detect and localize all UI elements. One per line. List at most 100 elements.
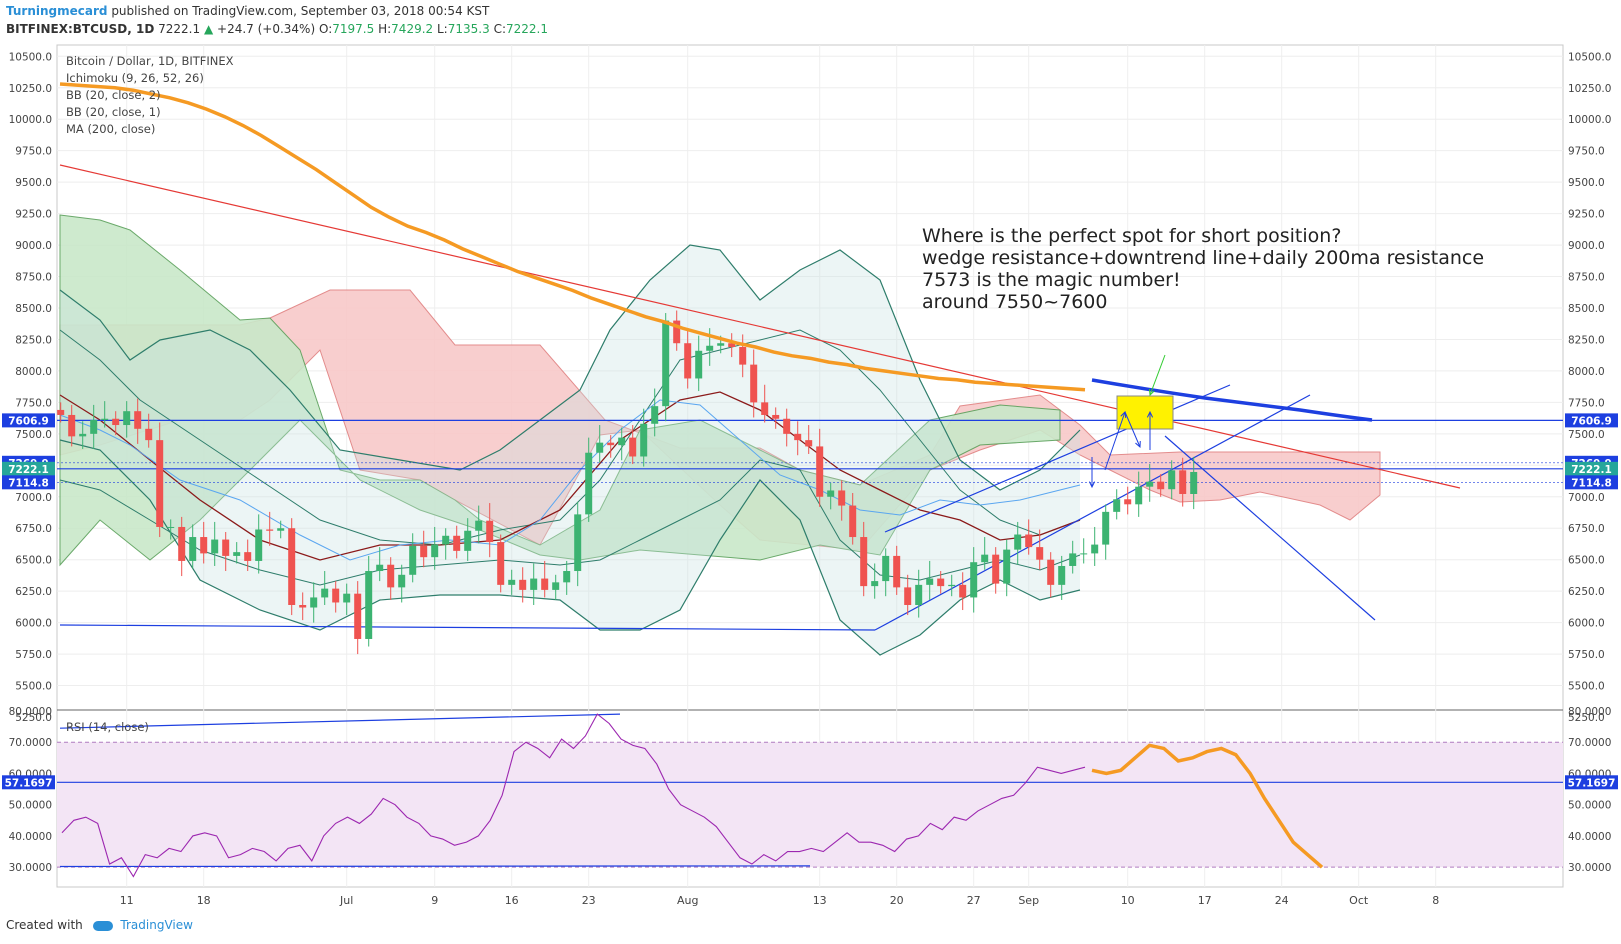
candle-body	[1025, 534, 1033, 548]
rsi-trend-line	[59, 713, 621, 729]
candle-body	[90, 419, 98, 434]
legend-item: Ichimoku (9, 26, 52, 26)	[66, 71, 204, 85]
rsi-band	[57, 742, 1563, 868]
up-arrow-icon: ▲	[203, 22, 214, 36]
y-tick-right: 6750.0	[1568, 523, 1605, 535]
y-tick-right: 6000.0	[1568, 618, 1605, 630]
x-tick: Oct	[1349, 894, 1369, 907]
candle-body	[695, 350, 703, 379]
candle-body	[486, 520, 494, 543]
green-arrow-head	[1148, 388, 1155, 397]
price-label-left-bg	[2, 475, 55, 490]
publish-info: published on TradingView.com, September …	[111, 4, 490, 18]
candle-body	[618, 437, 626, 446]
rsi-title: RSI (14, close)	[66, 720, 149, 734]
candle-body	[409, 545, 417, 575]
annotation-line: wedge resistance+downtrend line+daily 20…	[922, 247, 1484, 269]
candle-body	[1113, 499, 1121, 512]
low-label: L:	[437, 22, 448, 36]
candle-body	[68, 414, 76, 437]
candle-body	[1135, 486, 1143, 505]
rsi-tick-right: 70.0000	[1568, 737, 1611, 749]
candle-body	[673, 320, 681, 344]
candle-body	[1168, 470, 1176, 490]
rsi-label-left-bg	[2, 775, 55, 790]
y-tick-left: 8250.0	[15, 334, 52, 346]
candle-body	[552, 582, 560, 590]
candle-body	[222, 539, 230, 556]
candle-body	[1058, 565, 1066, 585]
candle-body	[530, 578, 538, 590]
bb-upper-2	[59, 244, 1081, 491]
price-label-left: 7222.1	[8, 464, 49, 476]
candle-body	[739, 347, 747, 365]
candle-body	[1146, 481, 1154, 487]
y-tick-left: 8750.0	[15, 272, 52, 284]
y-tick-right: 9250.0	[1568, 209, 1605, 221]
y-tick-right: 5500.0	[1568, 681, 1605, 693]
candle-body	[1047, 559, 1055, 585]
blue-arrow-up-1	[1104, 411, 1126, 471]
candle-body	[178, 526, 186, 561]
rsi-panel	[57, 713, 1563, 878]
candle-body	[574, 514, 582, 572]
y-tick-left: 6000.0	[15, 618, 52, 630]
candle-body	[629, 437, 637, 457]
blue-arrow-down-1-head	[1135, 440, 1141, 449]
candle-body	[343, 593, 351, 603]
candle-body	[101, 418, 109, 420]
y-tick-right: 8500.0	[1568, 303, 1605, 315]
y-tick-right: 10250.0	[1568, 83, 1611, 95]
y-tick-left: 7000.0	[15, 492, 52, 504]
author-link[interactable]: Turningmecard	[6, 4, 108, 18]
x-tick: 23	[582, 894, 596, 907]
price-change: +24.7 (+0.34%)	[217, 22, 316, 36]
price-label-right-bg	[1565, 461, 1618, 476]
rsi-tick-right: 50.0000	[1568, 800, 1611, 812]
ichimoku-cloud	[59, 214, 1381, 567]
legend-item: BB (20, close, 1)	[66, 105, 161, 119]
rsi-line	[61, 713, 1086, 878]
y-tick-left: 6500.0	[15, 555, 52, 567]
candle-body	[310, 597, 318, 608]
candle-body	[211, 539, 219, 554]
legend-item: BB (20, close, 2)	[66, 88, 161, 102]
candle-body	[585, 452, 593, 515]
y-tick-right: 8000.0	[1568, 366, 1605, 378]
rsi-label-right-bg	[1565, 775, 1618, 790]
y-tick-right: 9750.0	[1568, 146, 1605, 158]
candle-body	[937, 578, 945, 587]
candle-body	[992, 554, 1000, 584]
candle-body	[475, 520, 483, 531]
candle-body	[57, 409, 65, 415]
candle-body	[849, 505, 857, 538]
candle-body	[431, 544, 439, 558]
candle-body	[387, 564, 395, 588]
candle-body	[266, 529, 274, 531]
price-label-right: 7606.9	[1571, 415, 1612, 427]
symbol-label: BITFINEX:BTCUSD, 1D	[6, 22, 155, 36]
tradingview-logo-icon	[92, 920, 113, 931]
price-label-left: 7114.8	[8, 477, 49, 489]
high-label: H:	[378, 22, 392, 36]
y-tick-left: 10500.0	[9, 51, 52, 63]
x-tick: Sep	[1018, 894, 1039, 907]
symbol-line: BITFINEX:BTCUSD, 1D 7222.1 ▲ +24.7 (+0.3…	[6, 22, 548, 36]
legend: Bitcoin / Dollar, 1D, BITFINEX Ichimoku …	[66, 54, 234, 136]
candle-body	[277, 528, 285, 531]
candle-body	[376, 564, 384, 572]
support-line	[59, 624, 876, 631]
rsi-label-right: 57.1697	[1568, 777, 1616, 789]
ma200-line	[59, 82, 1086, 392]
wedge-lower-line	[874, 394, 1311, 631]
tradingview-link[interactable]: TradingView	[120, 918, 193, 932]
candle-body	[1124, 499, 1132, 505]
annotation-line: around 7550~7600	[922, 291, 1107, 313]
downtrend-line	[59, 164, 1461, 489]
candle-body	[1003, 549, 1011, 584]
candle-body	[1014, 534, 1022, 550]
axes: 5250.0 5250.0 5500.0 5500.0 5750.0 5750.0 6000…	[2, 51, 1618, 907]
candle-body	[79, 433, 87, 437]
